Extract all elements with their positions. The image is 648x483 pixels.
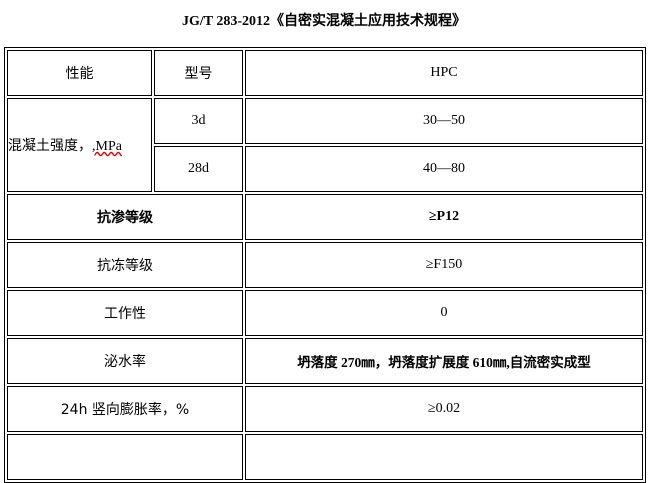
table-row: 工作性 0 [7, 290, 643, 336]
table-header-row: 性能 型号 HPC [7, 50, 643, 96]
header-model: 型号 [154, 50, 243, 96]
strength-label-unit: ,MPa [92, 139, 122, 154]
age-28d: 28d [154, 146, 243, 192]
row-value: ≥F150 [245, 242, 643, 288]
row-label: 抗渗等级 [7, 194, 243, 240]
age-3d: 3d [154, 98, 243, 144]
table-row: 泌水率 坍落度 270㎜，坍落度扩展度 610㎜,自流密实成型 [7, 338, 643, 384]
header-hpc: HPC [245, 50, 643, 96]
row-label: 抗冻等级 [7, 242, 243, 288]
strength-3d-value: 30—50 [245, 98, 643, 144]
table-row: 抗渗等级 ≥P12 [7, 194, 643, 240]
row-value: 0 [245, 290, 643, 336]
strength-label: 混凝土强度，,MPa [7, 98, 152, 192]
row-value: ≥P12 [245, 194, 643, 240]
spec-table: 性能 型号 HPC 混凝土强度，,MPa 3d 30—50 28d 40—80 … [4, 47, 646, 483]
table-row: 混凝土强度，,MPa 3d 30—50 [7, 98, 643, 192]
row-label: 泌水率 [7, 338, 243, 384]
row-value: 坍落度 270㎜，坍落度扩展度 610㎜,自流密实成型 [245, 338, 643, 384]
row-label: 24h 竖向膨胀率，% [7, 386, 243, 432]
document-title: JG/T 283-2012《自密实混凝土应用技术规程》 [181, 14, 467, 29]
header-property: 性能 [7, 50, 152, 96]
strength-28d-value: 40—80 [245, 146, 643, 192]
strength-label-main: 混凝土强度， [8, 138, 92, 154]
table-row: 28d 40—80 [7, 146, 643, 192]
row-label: 工作性 [7, 290, 243, 336]
table-row: 24h 竖向膨胀率，% ≥0.02 [7, 386, 643, 432]
row-value: ≥0.02 [245, 386, 643, 432]
table-row: 抗冻等级 ≥F150 [7, 242, 643, 288]
